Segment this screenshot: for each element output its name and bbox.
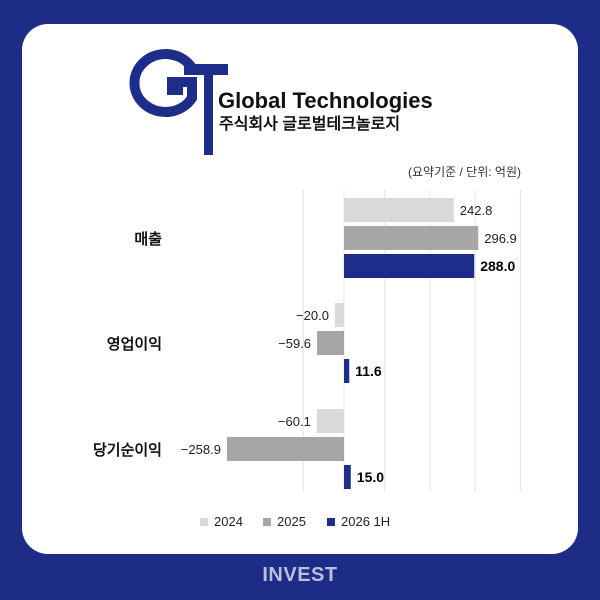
data-label: −20.0 xyxy=(296,308,329,323)
legend: 2024 2025 2026 1H xyxy=(200,514,390,529)
data-label: 288.0 xyxy=(480,258,515,274)
chart-card: Global Technologies 주식회사 글로벌테크놀로지 (요약기준 … xyxy=(22,24,578,554)
bar-2025-0 xyxy=(344,226,479,250)
bar-2025-1 xyxy=(317,331,344,355)
data-label: −258.9 xyxy=(181,442,221,457)
bar-2026-1H-2 xyxy=(344,465,351,489)
logo-letter-t-stem xyxy=(204,64,213,155)
bar-2025-2 xyxy=(226,437,344,461)
legend-label: 2025 xyxy=(277,514,306,529)
company-name-en: Global Technologies xyxy=(218,88,433,113)
gt-logo xyxy=(129,49,228,155)
category-label: 매출 xyxy=(134,231,162,248)
legend-swatch xyxy=(327,518,335,526)
chart-svg: Global Technologies 주식회사 글로벌테크놀로지 (요약기준 … xyxy=(93,49,521,529)
category-label: 영업이익 xyxy=(107,335,162,353)
data-label: 296.9 xyxy=(484,231,517,246)
footer-brand: INVEST xyxy=(262,564,338,586)
unit-note: (요약기준 / 단위: 억원) xyxy=(408,164,521,179)
logo-letter-g xyxy=(129,49,197,117)
bars: 242.8 −20.0 −60.1 296.9 −59.6 −258.9 288.0 11.6… xyxy=(181,198,517,489)
bar-2024-2 xyxy=(316,409,344,433)
legend-label: 2026 1H xyxy=(341,514,390,529)
legend-label: 2024 xyxy=(214,514,243,529)
bar-2024-1 xyxy=(334,303,344,327)
data-label: −60.1 xyxy=(278,414,311,429)
company-name-ko: 주식회사 글로벌테크놀로지 xyxy=(219,114,400,133)
legend-swatch xyxy=(200,518,208,526)
bar-2026-1H-1 xyxy=(344,359,350,383)
data-label: 242.8 xyxy=(460,203,493,218)
category-label: 당기순이익 xyxy=(93,441,162,459)
legend-swatch xyxy=(263,518,271,526)
bar-2026-1H-0 xyxy=(344,254,475,278)
data-label: −59.6 xyxy=(278,336,311,351)
data-label: 15.0 xyxy=(357,469,384,485)
bar-2024-0 xyxy=(344,198,454,222)
data-label: 11.6 xyxy=(355,363,382,379)
